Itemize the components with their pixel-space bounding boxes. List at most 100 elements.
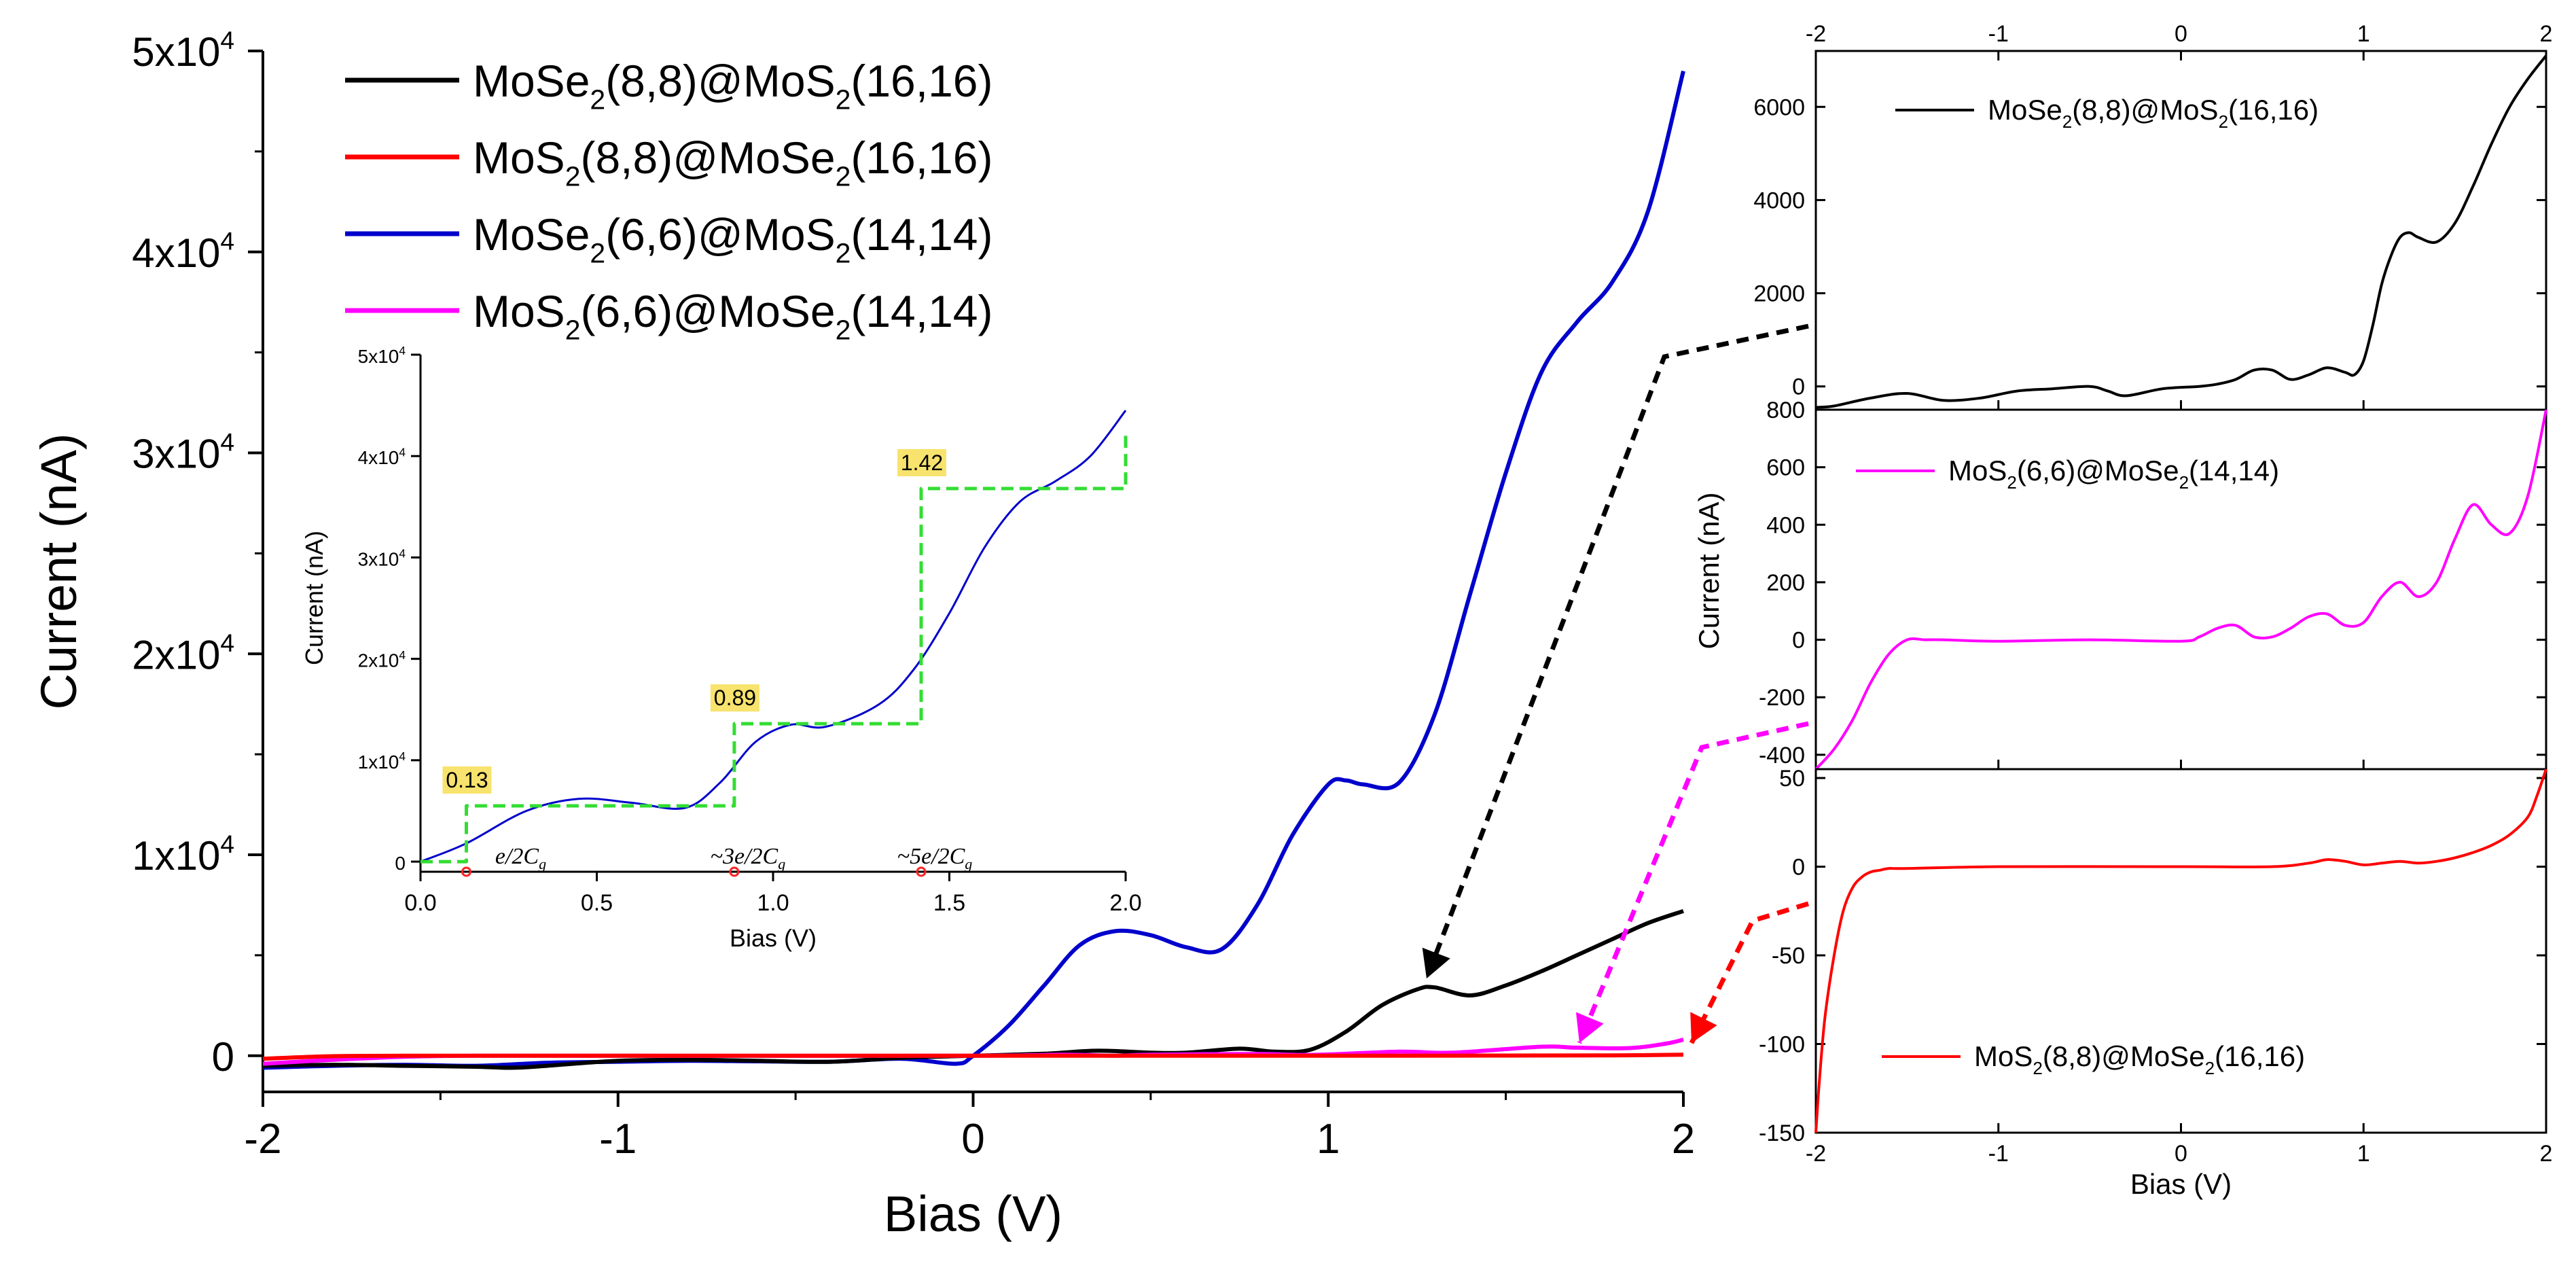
inset-y-tick-label: 3x104 (358, 547, 406, 570)
inset-step-value: 0.89 (714, 686, 756, 710)
main-series-line (262, 908, 1684, 1070)
right-bot-x-tick-label: 2 (2540, 1141, 2553, 1167)
legend-subscript: 2 (565, 314, 581, 345)
right-top-y-tick-label: 2000 (1753, 281, 1805, 307)
inset-marker-dot (461, 866, 471, 877)
inset-marker-sub: g (778, 855, 785, 872)
inset-marker-text: e/2C (495, 844, 539, 869)
legend-subscript: 2 (2033, 1058, 2042, 1078)
inset-step-value-box (710, 684, 759, 712)
legend-subscript: 2 (565, 160, 581, 192)
right-bot-x-tick-label: 1 (2357, 1141, 2370, 1167)
inset-marker-sub: g (965, 855, 972, 872)
inset-y-tick-label-base: 2x10 (358, 650, 399, 671)
inset-marker-sub: g (539, 855, 546, 872)
legend-text: (14,14) (2189, 455, 2279, 486)
right-mid-chart: -400-2000200400600800MoS2(6,6)@MoSe2(14,… (1693, 397, 2547, 771)
main-legend-label: MoSe2(8,8)@MoS2(16,16) (473, 56, 993, 115)
inset-y-axis-title: Current (nA) (300, 531, 328, 665)
inset-y-tick-label-base: 5x10 (358, 346, 399, 367)
arrow-red-line (1689, 901, 1810, 1044)
main-y-tick-label: 5x104 (132, 26, 234, 75)
main-y-tick-label-base: 5x10 (132, 29, 220, 75)
right-bot-y-tick-label: -100 (1759, 1032, 1805, 1058)
main-x-tick-label: -1 (599, 1116, 637, 1163)
right-mid-series-line (1814, 409, 2547, 771)
inset-y-tick-label: 0 (395, 853, 406, 874)
inset-x-tick-label: 1.0 (757, 890, 789, 916)
right-top-y-tick-label: 6000 (1753, 94, 1805, 120)
inset-y-tick-label-base: 0 (395, 853, 406, 874)
right-bot-y-tick-label: 0 (1792, 855, 1805, 881)
arrows (1422, 323, 1810, 1044)
inset-y-tick-label: 1x104 (358, 749, 406, 773)
arrow-red-head (1690, 1012, 1717, 1043)
main-legend-label: MoSe2(6,6)@MoS2(14,14) (473, 209, 993, 268)
inset-marker-label: ~5e/2Cg (897, 844, 973, 872)
main-y-tick-label-sup: 4 (220, 629, 234, 657)
inset-step-value: 1.42 (901, 450, 943, 475)
inset-y-tick-label-base: 1x10 (358, 751, 399, 773)
right-bot-x-tick-label: -1 (1988, 1141, 2009, 1167)
inset-x-tick-label: 1.5 (933, 890, 965, 916)
inset-staircase-line (421, 436, 1128, 864)
right-bot-legend-label: MoS2(8,8)@MoSe2(16,16) (1974, 1040, 2305, 1078)
legend-text: (8,8)@MoS (605, 56, 835, 106)
inset-step-value-box (442, 766, 492, 794)
right-bot-y-tick-label: -50 (1772, 943, 1805, 969)
main-y-tick-label: 2x104 (132, 629, 234, 677)
right-mid-y-tick-label: 400 (1766, 512, 1805, 538)
legend-subscript: 2 (836, 237, 851, 268)
legend-text: (14,14) (851, 286, 992, 336)
main-y-tick-label-base: 0 (212, 1034, 234, 1080)
legend-text: (8,8)@MoS (2072, 94, 2218, 126)
inset-marker-text: ~5e/2C (897, 844, 965, 869)
main-y-tick-label-base: 2x10 (132, 632, 220, 677)
legend-subscript: 2 (2205, 1058, 2215, 1078)
legend-subscript: 2 (2179, 472, 2189, 493)
right-top-top-tick-label: -2 (1806, 21, 1826, 47)
legend-text: MoS (1974, 1040, 2033, 1072)
legend-subscript: 2 (2007, 472, 2016, 493)
legend-text: (14,14) (851, 209, 992, 260)
inset-y-tick-label: 2x104 (358, 648, 406, 671)
legend-subscript: 2 (590, 237, 605, 268)
legend-text: MoSe (473, 56, 590, 106)
inset-marker-text: ~3e/2C (711, 844, 779, 869)
inset-marker-label: ~3e/2Cg (711, 844, 786, 872)
legend-text: (16,16) (851, 56, 992, 106)
legend-text: MoS (473, 132, 565, 183)
main-y-tick-label-base: 1x10 (132, 833, 220, 879)
main-y-tick-label: 0 (212, 1034, 234, 1080)
right-bot-y-tick-label: -150 (1759, 1120, 1805, 1146)
main-x-tick-label: 1 (1317, 1116, 1340, 1163)
legend-text: (6,6)@MoSe (580, 286, 835, 336)
right-top-series-line (1815, 54, 2547, 409)
right-top-top-tick-label: 0 (2175, 21, 2187, 47)
legend-text: MoS (1948, 455, 2007, 486)
main-x-tick-label: 0 (961, 1116, 984, 1163)
legend-text: (8,8)@MoSe (580, 132, 835, 183)
inset-iv-line (420, 410, 1127, 863)
inset-y-tick-label-sup: 4 (399, 547, 406, 561)
legend-subscript: 2 (836, 84, 851, 115)
inset-marker-dot (916, 866, 927, 877)
main-y-axis-title: Current (nA) (31, 433, 87, 709)
main-y-tick-label: 1x104 (132, 830, 234, 879)
inset-x-tick-label: 0.0 (404, 890, 436, 916)
right-top-y-tick-label: 0 (1792, 374, 1805, 400)
inset-y-tick-label-sup: 4 (399, 648, 406, 662)
inset-step-value-box (897, 448, 946, 476)
right-bot-frame (1814, 768, 2547, 1134)
inset-marker-label: e/2Cg (495, 844, 546, 872)
arrow-black-head (1422, 947, 1450, 978)
legend-subscript: 2 (590, 84, 605, 115)
right-top-top-tick-label: 1 (2357, 21, 2370, 47)
inset-y-tick-label-sup: 4 (399, 445, 406, 459)
inset-y-tick-label-base: 4x10 (358, 447, 399, 468)
legend-text: (6,6)@MoS (605, 209, 835, 260)
main-y-tick-label: 4x104 (132, 227, 234, 276)
inset-x-tick-label: 0.5 (581, 890, 613, 916)
